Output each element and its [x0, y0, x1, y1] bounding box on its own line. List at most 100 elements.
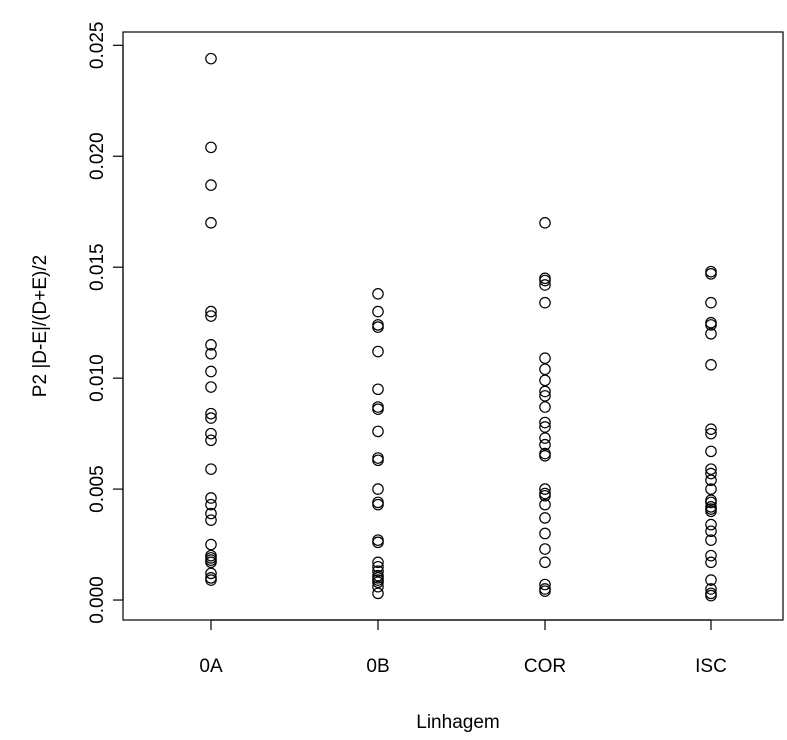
data-point	[705, 423, 717, 435]
data-point	[372, 454, 384, 467]
data-point	[705, 583, 717, 595]
data-point	[705, 427, 717, 440]
y-axis: 0.000 0.005 0.010 0.015 0.020 0.025	[87, 22, 124, 624]
data-point	[539, 217, 551, 229]
data-point	[539, 363, 551, 376]
data-point	[205, 492, 217, 504]
data-point	[205, 347, 217, 360]
x-axis-title: Linhagem	[416, 712, 499, 733]
data-point	[205, 217, 217, 229]
data-point	[372, 345, 384, 358]
data-point	[205, 381, 217, 393]
data-point	[539, 556, 551, 569]
x-tick-label: COR	[524, 656, 566, 677]
data-point	[372, 319, 384, 331]
data-point	[372, 498, 384, 511]
data-point	[705, 505, 717, 518]
data-point	[372, 483, 384, 495]
data-point	[372, 401, 384, 413]
data-point	[205, 427, 217, 440]
data-point	[705, 549, 717, 562]
data-point	[705, 574, 717, 586]
data-point	[372, 305, 384, 318]
data-point	[705, 467, 717, 480]
data-point	[205, 514, 217, 526]
data-point	[539, 385, 551, 398]
data-point	[539, 432, 551, 444]
data-point	[705, 534, 717, 546]
data-point	[539, 585, 551, 597]
data-point	[372, 580, 384, 593]
data-point	[539, 401, 551, 413]
data-point	[539, 543, 551, 555]
data-point	[705, 296, 717, 309]
y-tick-label: 0.000	[87, 576, 108, 624]
data-point	[372, 560, 384, 573]
data-point	[372, 496, 384, 509]
x-axis: 0A 0B COR ISC	[199, 619, 727, 677]
data-point	[205, 556, 217, 569]
data-point	[205, 52, 217, 65]
data-point	[705, 496, 717, 509]
data-point	[539, 390, 551, 402]
data-point	[539, 512, 551, 524]
y-tick-label: 0.025	[87, 22, 108, 70]
data-point	[205, 310, 217, 322]
data-point	[205, 498, 217, 511]
plot-frame	[122, 31, 784, 621]
data-point	[372, 321, 384, 333]
data-point	[539, 274, 551, 287]
x-tick-label: 0B	[366, 656, 389, 677]
data-point	[205, 434, 217, 447]
data-point	[705, 463, 717, 475]
data-point	[205, 141, 217, 154]
data-point	[205, 412, 217, 424]
data-point	[539, 578, 551, 591]
data-point	[705, 589, 717, 602]
data-point	[205, 538, 217, 551]
y-tick-label: 0.015	[87, 243, 108, 291]
data-point	[539, 438, 551, 451]
data-point	[705, 518, 717, 531]
data-point	[705, 316, 717, 329]
data-point	[539, 296, 551, 309]
data-point	[372, 452, 384, 464]
data-point	[205, 305, 217, 318]
data-point	[539, 279, 551, 291]
data-point	[372, 383, 384, 396]
data-point	[539, 498, 551, 511]
data-point	[372, 587, 384, 600]
y-tick-label: 0.005	[87, 465, 108, 513]
data-point	[372, 565, 384, 577]
data-point	[705, 445, 717, 458]
data-points	[205, 52, 717, 602]
data-point	[539, 527, 551, 540]
data-point	[372, 425, 384, 438]
data-point	[705, 556, 717, 569]
data-point	[705, 268, 717, 280]
data-point	[372, 576, 384, 589]
x-tick-label: ISC	[695, 656, 727, 677]
data-point	[372, 288, 384, 300]
y-tick-label: 0.020	[87, 132, 108, 180]
data-point	[205, 507, 217, 520]
data-point	[539, 416, 551, 429]
data-point	[705, 483, 717, 495]
data-point	[205, 365, 217, 378]
data-point	[539, 374, 551, 387]
y-axis-title: P2 |D-E|/(D+E)/2	[30, 255, 51, 397]
data-point	[705, 525, 717, 538]
data-point	[372, 534, 384, 546]
x-tick-label: 0A	[199, 656, 223, 677]
data-point	[705, 265, 717, 278]
data-point	[372, 403, 384, 416]
data-point	[539, 483, 551, 495]
data-point	[205, 407, 217, 420]
y-tick-label: 0.010	[87, 354, 108, 402]
data-point	[705, 359, 717, 371]
data-point	[705, 474, 717, 487]
data-point	[539, 450, 551, 462]
data-point	[205, 567, 217, 580]
data-point	[539, 421, 551, 433]
